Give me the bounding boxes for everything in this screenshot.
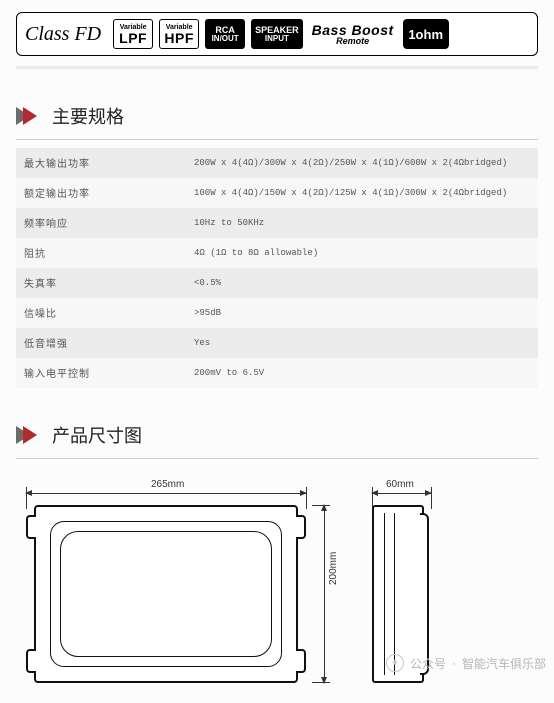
section-head-dims: 产品尺寸图 bbox=[16, 422, 538, 448]
spec-row: 阻抗4Ω (1Ω to 8Ω allowable) bbox=[16, 238, 538, 268]
section-title-dims: 产品尺寸图 bbox=[52, 422, 142, 448]
spec-value: 4Ω (1Ω to 8Ω allowable) bbox=[186, 238, 538, 268]
spec-row: 最大输出功率200W x 4(4Ω)/300W x 4(2Ω)/250W x 4… bbox=[16, 148, 538, 178]
badge-rca: RCA IN/OUT bbox=[205, 19, 245, 49]
spec-key: 阻抗 bbox=[16, 238, 186, 268]
wechat-icon: ✦ bbox=[386, 654, 404, 672]
section-head-specs: 主要规格 bbox=[16, 103, 538, 129]
dim-line-height bbox=[324, 505, 325, 683]
badge-hpf: Variable HPF bbox=[159, 19, 199, 49]
flag-icon bbox=[16, 426, 44, 444]
spec-row: 失真率<0.5% bbox=[16, 268, 538, 298]
dim-depth: 60mm bbox=[386, 479, 414, 490]
spec-value: 100W x 4(4Ω)/150W x 4(2Ω)/125W x 4(1Ω)/3… bbox=[186, 178, 538, 208]
spec-value: >95dB bbox=[186, 298, 538, 328]
spec-table: 最大输出功率200W x 4(4Ω)/300W x 4(2Ω)/250W x 4… bbox=[16, 148, 538, 388]
watermark-name: 智能汽车俱乐部 bbox=[462, 655, 546, 672]
spec-row: 信噪比>95dB bbox=[16, 298, 538, 328]
section-underline bbox=[16, 139, 538, 140]
badge-speaker-input: SPEAKER INPUT bbox=[251, 19, 303, 49]
dim-line-width bbox=[26, 493, 306, 494]
watermark: ✦ 公众号 · 智能汽车俱乐部 bbox=[386, 654, 546, 672]
spec-value: <0.5% bbox=[186, 268, 538, 298]
spec-key: 最大输出功率 bbox=[16, 148, 186, 178]
spec-key: 失真率 bbox=[16, 268, 186, 298]
dim-line-depth bbox=[372, 493, 431, 494]
dim-width: 265mm bbox=[151, 479, 184, 490]
spec-key: 额定输出功率 bbox=[16, 178, 186, 208]
section-title-specs: 主要规格 bbox=[52, 103, 124, 129]
spec-row: 输入电平控制200mV to 6.5V bbox=[16, 358, 538, 388]
flag-icon bbox=[16, 107, 44, 125]
feature-badge-row: Class FD Variable LPF Variable HPF RCA I… bbox=[16, 12, 538, 56]
spec-value: 10Hz to 50KHz bbox=[186, 208, 538, 238]
spec-row: 额定输出功率100W x 4(4Ω)/150W x 4(2Ω)/125W x 4… bbox=[16, 178, 538, 208]
front-view bbox=[34, 505, 298, 683]
watermark-src: 公众号 bbox=[410, 655, 446, 672]
spec-key: 输入电平控制 bbox=[16, 358, 186, 388]
badge-bass-boost: Bass Boost Remote bbox=[309, 19, 397, 49]
spec-value: 200mV to 6.5V bbox=[186, 358, 538, 388]
spec-key: 频率响应 bbox=[16, 208, 186, 238]
spec-row: 频率响应10Hz to 50KHz bbox=[16, 208, 538, 238]
badge-1ohm: 1ohm bbox=[403, 19, 449, 49]
badge-lpf: Variable LPF bbox=[113, 19, 153, 49]
divider bbox=[16, 66, 538, 69]
dim-height: 200mm bbox=[328, 552, 339, 585]
spec-key: 信噪比 bbox=[16, 298, 186, 328]
spec-value: Yes bbox=[186, 328, 538, 358]
spec-row: 低音增强Yes bbox=[16, 328, 538, 358]
badge-classfd: Class FD bbox=[25, 23, 101, 46]
section-underline bbox=[16, 458, 538, 459]
spec-key: 低音增强 bbox=[16, 328, 186, 358]
spec-value: 200W x 4(4Ω)/300W x 4(2Ω)/250W x 4(1Ω)/6… bbox=[186, 148, 538, 178]
